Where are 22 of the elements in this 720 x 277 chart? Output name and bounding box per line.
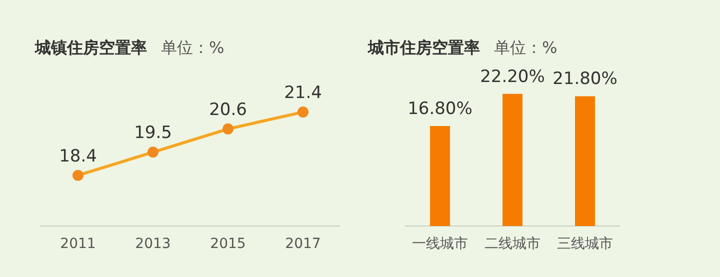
data-label: 18.4 [59,146,97,166]
data-label: 22.20% [480,66,545,87]
data-label: 20.6 [209,100,247,120]
data-label: 21.4 [284,83,322,104]
x-tick-label: 2017 [285,236,321,252]
x-tick-label: 一线城市 [412,236,468,252]
x-tick-label: 2011 [60,236,96,252]
point [222,123,234,134]
data-label: 21.80% [552,69,618,90]
x-tick-label: 三线城市 [557,236,613,252]
x-tick-label: 2013 [135,236,171,252]
chart-subtitle: 单位：% [161,38,224,57]
point [148,146,158,158]
chart-subtitle: 单位：% [494,38,558,57]
point [298,106,308,118]
chart-title: 城镇住房空置率 [34,38,147,57]
x-tick-label: 二线城市 [484,236,540,252]
data-label: 16.80% [408,99,472,119]
point [72,170,84,181]
data-label: 19.5 [134,123,172,144]
x-tick-label: 2015 [210,236,246,252]
chart-title: 城市住房空置率 [367,38,480,57]
